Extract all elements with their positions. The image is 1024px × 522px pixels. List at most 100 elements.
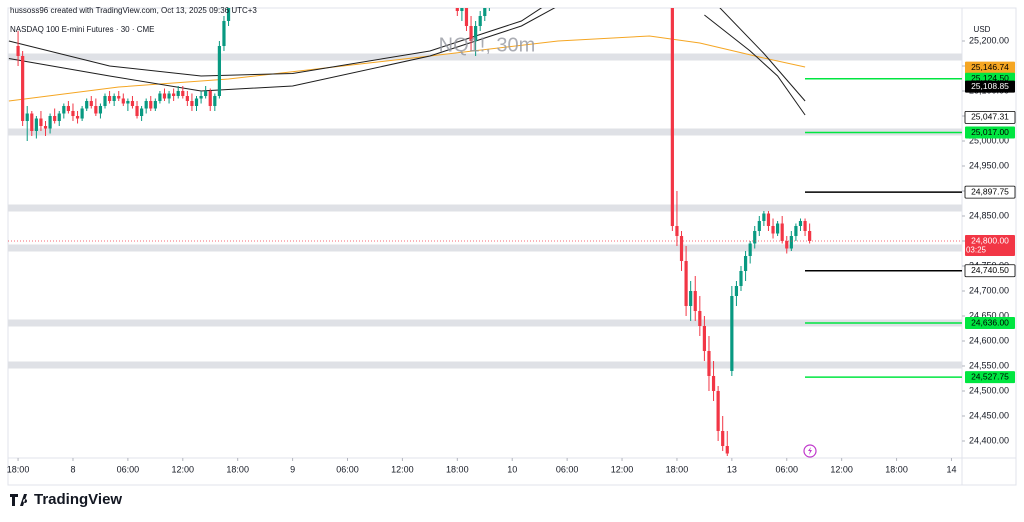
candle-body [679,236,684,261]
candle-body [153,101,157,109]
candle-body [112,96,116,101]
candle-body [711,376,716,391]
price-badge-label: 24,740.50 [971,265,1009,275]
candle-body [62,106,66,114]
zone [8,319,962,327]
price-badge [965,80,1015,93]
price-badge-label: 24,897.75 [971,186,1009,196]
currency: USD [974,25,991,34]
x-tick-label: 10 [507,464,517,474]
y-tick-label: 24,450.00 [969,410,1009,420]
candle-body [89,101,93,106]
candle-body [194,98,199,106]
candle-body [474,26,478,41]
alert-circle[interactable] [803,444,817,458]
candle-body [204,91,208,96]
y-tick-label: 24,500.00 [969,385,1009,395]
candle-body [75,116,80,119]
candle-body [455,8,459,11]
candle-body [53,116,57,121]
candle-body [34,118,38,131]
candle-body [66,106,70,111]
candle-body [144,101,148,109]
candle-body [730,296,734,371]
candle-body [721,431,725,446]
price-badge-label: 25,017.00 [971,127,1009,137]
zone [8,361,962,369]
last-price-label: 24,800.00 [971,235,1009,245]
x-tick-label: 12:00 [830,464,853,474]
x-tick-label: 12:00 [172,464,195,474]
moving-average [719,8,806,102]
x-tick-label: 06:00 [117,464,140,474]
x-tick-label: 06:00 [775,464,798,474]
candle-body [158,93,162,101]
candle-body [185,96,189,101]
x-tick-label: 14 [946,464,956,474]
candle-body [39,118,43,126]
x-tick-label: 18:00 [226,464,249,474]
logo-icon [10,494,28,506]
price-badge [964,185,1016,199]
price-badge-label: 24,636.00 [971,317,1009,327]
x-tick-label: 13 [727,464,737,474]
moving-average [8,8,543,77]
candle-body [172,93,176,96]
y-tick-label: 24,700.00 [969,285,1009,295]
candle-body [739,271,743,286]
candle-body [716,391,720,431]
candle-body [16,46,20,56]
candle-body [57,113,61,121]
candle-body [140,108,144,116]
candle-body [785,241,789,249]
price-badge-label: 25,108.85 [971,81,1009,91]
y-tick-label: 24,650.00 [969,310,1009,320]
logo: TradingView [10,491,122,508]
candle-body [162,93,167,99]
alert-icon[interactable] [803,444,817,458]
candle-body [30,113,34,131]
price-badge-label: 24,527.75 [971,371,1009,381]
candle-body [117,96,121,99]
candle-body [121,98,125,104]
candle-body [689,291,693,306]
candle-body [208,91,212,106]
candle-body [181,91,185,96]
chart-title: NASDAQ 100 E-mini Futures · 30 · CME [10,25,154,34]
candle-body [190,101,194,106]
candle-body [803,221,807,231]
candle-body [698,311,702,326]
watermark: NQ1!, 30m [439,34,536,56]
candle-body [94,106,98,114]
candle-body [48,116,52,129]
y-tick-label: 24,400.00 [969,435,1009,445]
zone [8,128,962,136]
candle-body [126,101,130,104]
price-badge [964,110,1016,124]
candle-body [130,101,135,106]
zone [8,53,962,61]
zone [8,204,962,212]
candle-body [675,226,679,236]
x-tick-label: 8 [70,464,75,474]
candle-body [766,213,771,226]
candle-body [217,46,221,96]
candle-body [789,236,793,249]
y-tick-label: 24,550.00 [969,360,1009,370]
candle-body [43,126,48,129]
candle-body [80,108,84,119]
candle-body [85,101,89,109]
axes: 24,400.00 24,450.00 24,500.00 24,550.00 24,6… [7,35,1009,474]
candle-body [135,106,139,116]
candle-body [103,96,107,106]
candle-body [707,351,711,376]
candle-body [743,256,748,271]
alert-bolt[interactable] [808,447,812,455]
price-badge [964,264,1016,278]
candle-body [780,223,784,241]
candle-body [483,8,487,16]
moving-average [8,35,806,102]
candle-body [693,291,697,311]
